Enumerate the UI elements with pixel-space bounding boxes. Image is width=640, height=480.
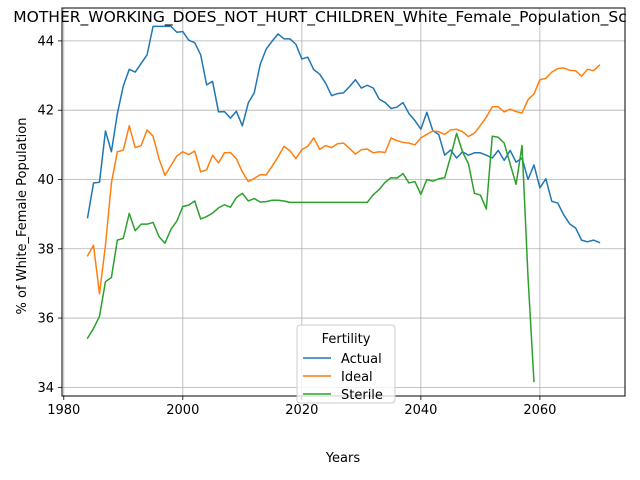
legend: Fertility Actual Ideal Sterile (296, 324, 396, 404)
x-tick-label: 2060 (523, 403, 556, 418)
y-tick-label: 40 (37, 173, 54, 188)
legend-label-actual: Actual (341, 352, 382, 367)
x-axis-label: Years (325, 451, 361, 466)
series-line-sterile (86, 132, 535, 383)
series-lines (86, 25, 601, 383)
y-tick-label: 36 (37, 312, 54, 327)
y-axis: 34 36 38 40 42 44 (37, 34, 62, 396)
series-line-ideal (86, 64, 601, 295)
x-tick-label: 2040 (404, 403, 437, 418)
y-tick-label: 44 (37, 34, 54, 49)
y-tick-label: 42 (37, 104, 54, 119)
y-tick-label: 34 (37, 381, 54, 396)
chart-title: MOTHER_WORKING_DOES_NOT_HURT_CHILDREN_Wh… (13, 8, 626, 27)
legend-title: Fertility (322, 332, 371, 347)
x-tick-label: 2020 (285, 403, 318, 418)
legend-label-sterile: Sterile (341, 388, 383, 403)
y-tick-label: 38 (37, 242, 54, 257)
y-axis-label: % of White_Female Population (15, 118, 30, 315)
x-axis: 1980 2000 2020 2040 2060 (47, 396, 556, 418)
x-tick-label: 1980 (47, 403, 80, 418)
x-tick-label: 2000 (166, 403, 199, 418)
legend-label-ideal: Ideal (341, 370, 373, 385)
series-line-actual (86, 25, 601, 244)
legend-box (296, 324, 396, 404)
